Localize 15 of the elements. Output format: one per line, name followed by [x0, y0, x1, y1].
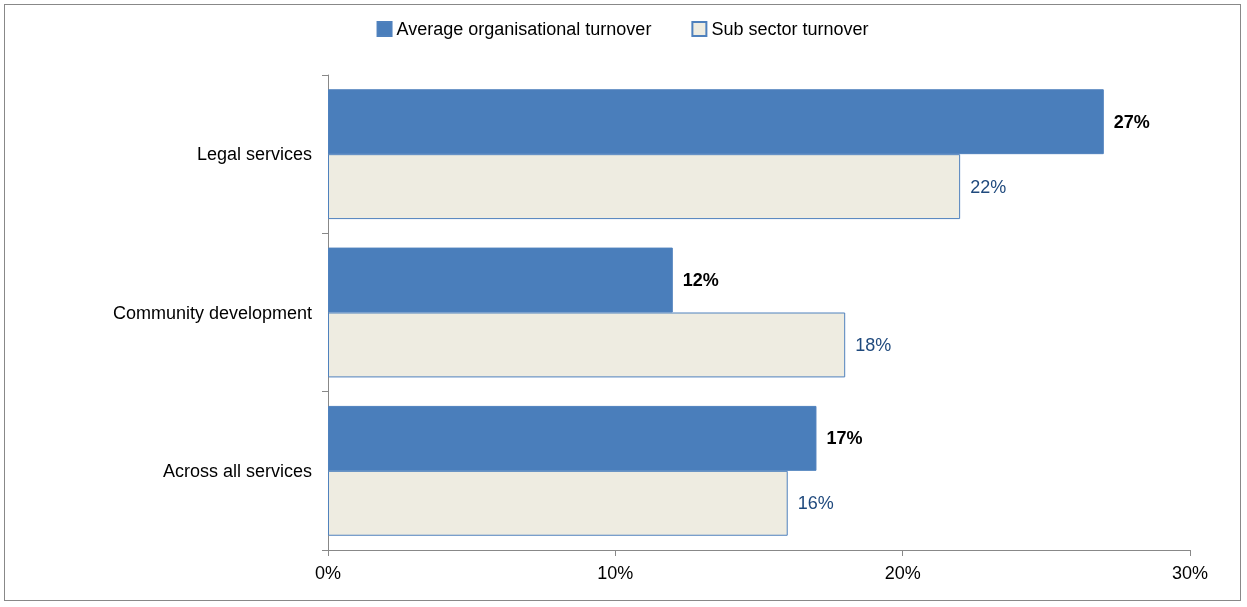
x-tick-label: 10% [597, 563, 634, 583]
data-label: 12% [682, 270, 719, 291]
x-tick-label: 30% [1171, 563, 1209, 583]
y-tick-label: Community development [112, 302, 312, 323]
legend-label: Sub sector turnover [711, 19, 869, 39]
data-label: 16% [797, 493, 834, 514]
data-label: 18% [855, 334, 892, 355]
data-label: 27% [1113, 111, 1150, 132]
x-tick-label: 20% [884, 563, 921, 583]
x-tick-label: 0% [314, 563, 342, 583]
data-label: 17% [826, 428, 863, 449]
data-label: 22% [970, 176, 1007, 197]
y-tick-label: Legal services [196, 144, 312, 165]
y-tick-label: Across all services [162, 460, 312, 481]
legend-label: Average organisational turnover [396, 19, 652, 39]
